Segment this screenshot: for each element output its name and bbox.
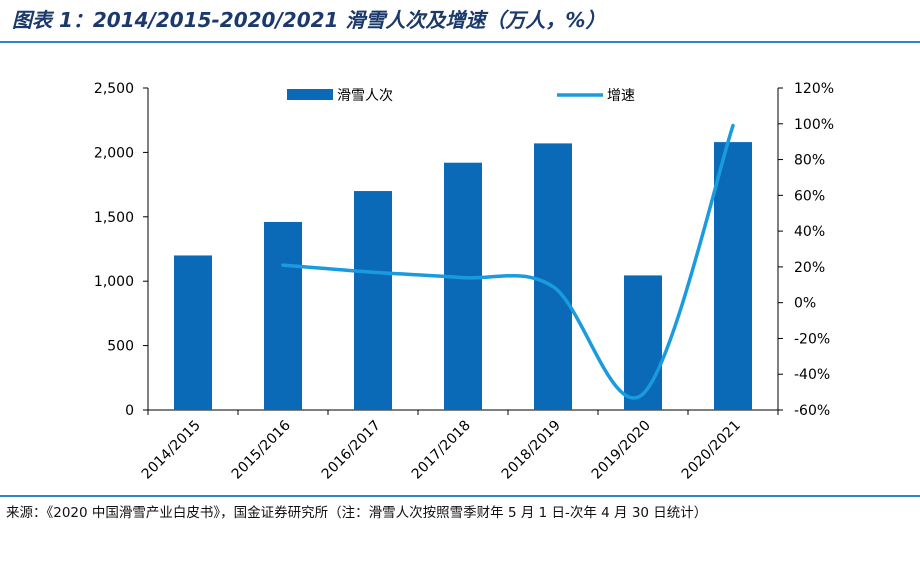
x-category-label: 2017/2018 xyxy=(409,418,474,483)
x-category-label: 2014/2015 xyxy=(139,418,204,483)
x-category-label: 2019/2020 xyxy=(589,418,654,483)
bar xyxy=(624,275,662,410)
x-category-label: 2015/2016 xyxy=(229,417,294,482)
right-tick-label: 80% xyxy=(794,153,825,169)
right-tick-label: 60% xyxy=(794,188,825,204)
chart-title: 图表 1：2014/2015-2020/2021 滑雪人次及增速（万人，%） xyxy=(12,8,606,32)
bar-series xyxy=(174,142,752,410)
bar xyxy=(534,143,572,410)
bar xyxy=(444,162,482,410)
right-tick-label: 40% xyxy=(794,224,825,240)
right-tick-label: 100% xyxy=(794,117,834,133)
right-tick-label: -60% xyxy=(794,403,830,419)
left-tick-label: 0 xyxy=(125,403,134,419)
right-tick-label: -40% xyxy=(794,367,830,383)
growth-line xyxy=(281,123,735,400)
legend: 滑雪人次 增速 xyxy=(287,87,635,104)
bar xyxy=(174,255,212,410)
source-note: 来源：《2020 中国滑雪产业白皮书》，国金证券研究所（注：滑雪人次按照雪季财年… xyxy=(6,505,708,521)
right-tick-label: 0% xyxy=(794,296,816,312)
legend-line-label: 增速 xyxy=(607,88,635,104)
right-tick-label: 120% xyxy=(794,81,834,97)
right-tick-label: 20% xyxy=(794,260,825,276)
footer-divider xyxy=(0,495,920,497)
right-tick-label: -20% xyxy=(794,331,830,347)
legend-bar-swatch xyxy=(287,89,333,100)
left-tick-label: 1,000 xyxy=(94,274,134,290)
bar xyxy=(264,221,302,410)
x-category-label: 2016/2017 xyxy=(319,418,384,483)
line-series xyxy=(281,123,735,400)
x-category-label: 2020/2021 xyxy=(679,418,744,483)
left-tick-label: 500 xyxy=(107,339,134,355)
left-tick-label: 2,500 xyxy=(94,81,134,97)
bar xyxy=(714,142,752,410)
left-tick-label: 1,500 xyxy=(94,210,134,226)
bar xyxy=(354,191,392,410)
title-divider xyxy=(0,41,920,43)
combo-chart: 0 500 1,000 1,500 2,000 2,500 -60% -40% -20% 0% 20… xyxy=(94,81,834,483)
legend-bar-label: 滑雪人次 xyxy=(337,87,393,104)
x-category-label: 2018/2019 xyxy=(499,418,564,483)
left-tick-label: 2,000 xyxy=(94,145,134,161)
